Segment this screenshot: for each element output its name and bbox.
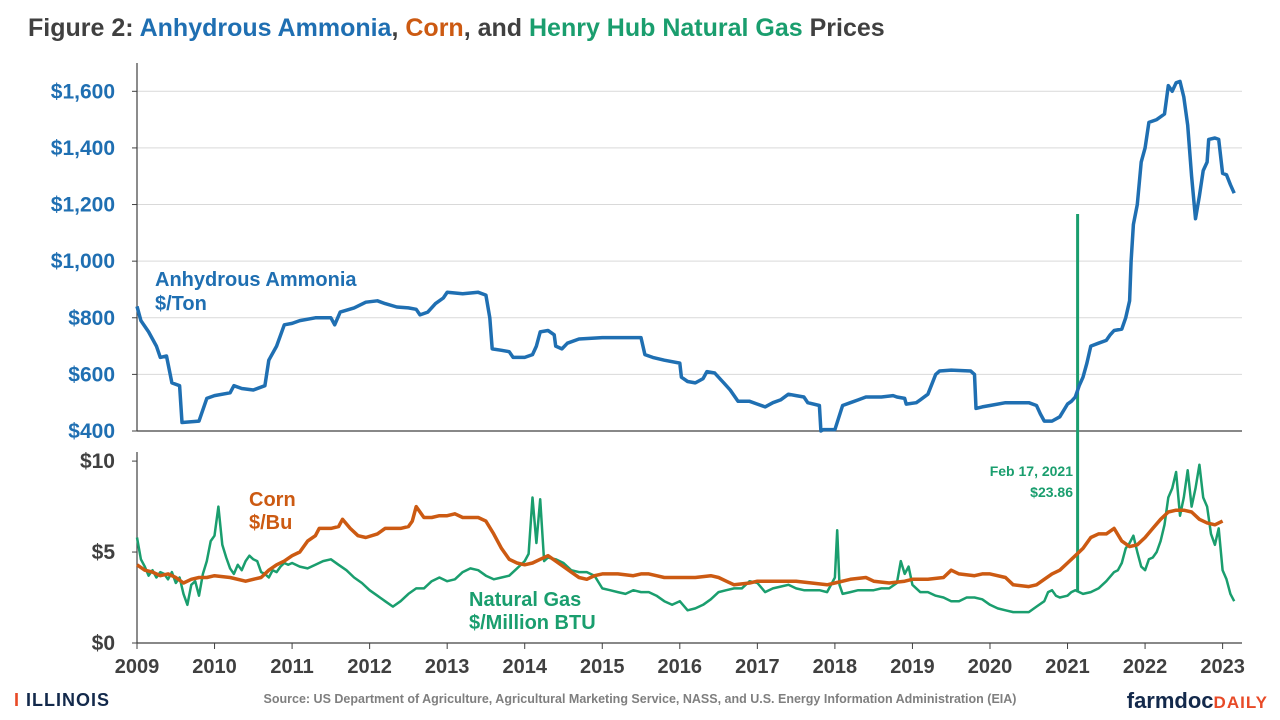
title-ammonia: Anhydrous Ammonia	[139, 14, 392, 42]
x-tick-label: 2018	[813, 656, 858, 678]
x-tick-label: 2013	[425, 656, 470, 678]
chart-title: Figure 2: Anhydrous Ammonia, Corn, and H…	[28, 14, 885, 43]
illinois-block-i-icon: I	[14, 690, 21, 710]
title-sep-2: , and	[463, 14, 529, 42]
illinois-wordmark: ILLINOIS	[26, 690, 111, 710]
title-sep-1: ,	[391, 14, 406, 42]
top-y-tick-label: $600	[68, 363, 115, 386]
x-tick-label: 2017	[735, 656, 780, 678]
top-y-tick-label: $1,000	[51, 250, 115, 273]
x-tick-label: 2012	[347, 656, 392, 678]
x-tick-label: 2014	[502, 656, 547, 678]
top-y-tick-label: $400	[68, 420, 115, 443]
daily-wordmark: DAILY	[1213, 693, 1268, 712]
top-y-tick-label: $1,600	[51, 80, 115, 103]
natural-gas-line	[135, 463, 1236, 614]
title-corn: Corn	[405, 14, 464, 42]
top-panel-gridlines	[137, 90, 1242, 375]
x-tick-label: 2010	[192, 656, 237, 678]
x-tick-label: 2016	[658, 656, 703, 678]
corn-label: Corn	[249, 489, 296, 511]
top-y-tick-label: $800	[68, 307, 115, 330]
x-tick-label: 2020	[968, 656, 1013, 678]
top-y-tick-label: $1,200	[51, 194, 115, 217]
gas-spike-date-annotation: Feb 17, 2021	[990, 463, 1073, 479]
top-y-tick-label: $1,400	[51, 137, 115, 160]
x-tick-label: 2019	[890, 656, 935, 678]
bottom-y-tick-label: $5	[92, 541, 116, 564]
corn-line	[136, 504, 1224, 589]
x-tick-label: 2023	[1200, 656, 1245, 678]
series-lines	[135, 79, 1236, 614]
gas-spike-value-annotation: $23.86	[1030, 484, 1073, 500]
bottom-panel-axes: $0 $5 $10	[80, 450, 1242, 655]
farmdoc-daily-logo: farmdocDAILY	[1127, 688, 1268, 714]
illinois-logo: I ILLINOIS	[14, 690, 110, 711]
bottom-y-tick-label: $10	[80, 450, 115, 473]
series-labels: Anhydrous Ammonia $/Ton Corn $/Bu Natura…	[155, 269, 1073, 634]
anhydrous-ammonia-line	[135, 79, 1236, 433]
title-suffix: Prices	[802, 14, 885, 42]
x-tick-label: 2022	[1123, 656, 1168, 678]
x-axis: 2009 2010 2011 2012 2013 2014 2015 2016 2017 2018…	[115, 643, 1245, 678]
top-panel-axes: $400 $600 $800 $1,000 $1,200 $1,400 $1,600	[51, 63, 1242, 443]
title-gas: Henry Hub Natural Gas	[529, 14, 803, 42]
ammonia-label: Anhydrous Ammonia	[155, 269, 357, 291]
bottom-y-tick-label: $0	[92, 632, 115, 655]
x-tick-label: 2021	[1045, 656, 1090, 678]
gas-label: Natural Gas	[469, 589, 581, 611]
corn-unit-label: $/Bu	[249, 512, 292, 534]
x-tick-label: 2015	[580, 656, 625, 678]
farmdoc-wordmark: farmdoc	[1126, 688, 1214, 713]
title-prefix: Figure 2:	[28, 14, 140, 42]
source-note: Source: US Department of Agriculture, Ag…	[263, 692, 1017, 706]
x-tick-label: 2011	[270, 656, 313, 678]
ammonia-unit-label: $/Ton	[155, 293, 207, 315]
gas-unit-label: $/Million BTU	[469, 612, 596, 634]
x-tick-label: 2009	[115, 656, 160, 678]
